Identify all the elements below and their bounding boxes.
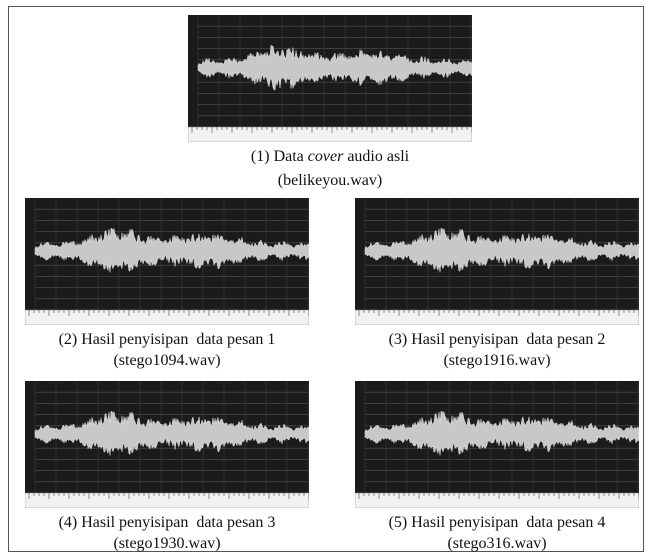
caption: (1) Data cover audio asli xyxy=(160,146,500,167)
panel: (4) Hasil penyisipan data pesan 3(stego1… xyxy=(25,381,309,554)
caption-file: (stego1916.wav) xyxy=(327,350,654,371)
caption-file: (stego316.wav) xyxy=(327,533,654,554)
caption: (3) Hasil penyisipan data pesan 2 xyxy=(327,329,654,350)
panel: (5) Hasil penyisipan data pesan 4(stego3… xyxy=(355,381,639,554)
time-ruler xyxy=(355,310,639,325)
caption-text: (3) Hasil penyisipan data pesan 2 xyxy=(389,331,606,348)
waveform-image xyxy=(355,381,639,508)
caption-text: (2) Hasil penyisipan data pesan 1 xyxy=(59,331,276,348)
caption-file: (stego1094.wav) xyxy=(0,350,337,371)
caption-text: (4) Hasil penyisipan data pesan 3 xyxy=(59,514,276,531)
caption-text: cover xyxy=(308,148,344,165)
caption-text: (5) Hasil penyisipan data pesan 4 xyxy=(389,514,606,531)
time-ruler xyxy=(355,493,639,508)
caption: (5) Hasil penyisipan data pesan 4 xyxy=(327,512,654,533)
waveform-image xyxy=(188,15,472,142)
time-ruler xyxy=(25,310,309,325)
waveform-image xyxy=(355,198,639,325)
caption: (4) Hasil penyisipan data pesan 3 xyxy=(0,512,337,533)
caption-file: (belikeyou.wav) xyxy=(160,170,500,191)
waveform-image xyxy=(25,381,309,508)
time-ruler xyxy=(188,127,472,142)
figure: (1) Data cover audio asli(belikeyou.wav)… xyxy=(0,0,654,556)
caption-text: audio asli xyxy=(343,148,409,165)
panel: (2) Hasil penyisipan data pesan 1(stego1… xyxy=(25,198,309,371)
caption-file: (stego1930.wav) xyxy=(0,533,337,554)
caption-text: (1) Data xyxy=(251,148,308,165)
caption: (2) Hasil penyisipan data pesan 1 xyxy=(0,329,337,350)
panel: (1) Data cover audio asli(belikeyou.wav) xyxy=(188,15,472,191)
panel: (3) Hasil penyisipan data pesan 2(stego1… xyxy=(355,198,639,371)
waveform-image xyxy=(25,198,309,325)
time-ruler xyxy=(25,493,309,508)
